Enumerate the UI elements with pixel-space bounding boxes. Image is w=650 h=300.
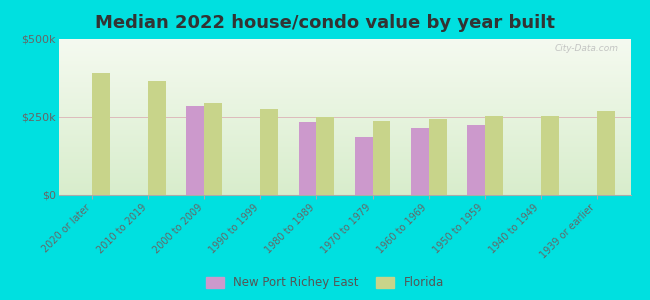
Bar	[298, 122, 317, 195]
Bar	[187, 106, 204, 195]
Bar	[411, 128, 428, 195]
Bar	[467, 125, 485, 195]
Bar	[148, 81, 166, 195]
Bar	[92, 73, 110, 195]
Bar	[541, 116, 559, 195]
Bar	[317, 117, 334, 195]
Bar	[204, 103, 222, 195]
Bar	[485, 116, 502, 195]
Bar	[428, 118, 447, 195]
Bar	[372, 121, 391, 195]
Bar	[597, 111, 615, 195]
Text: Median 2022 house/condo value by year built: Median 2022 house/condo value by year bu…	[95, 14, 555, 32]
Bar	[355, 137, 372, 195]
Legend: New Port Richey East, Florida: New Port Richey East, Florida	[202, 272, 448, 294]
Text: City-Data.com: City-Data.com	[555, 44, 619, 53]
Bar	[261, 109, 278, 195]
